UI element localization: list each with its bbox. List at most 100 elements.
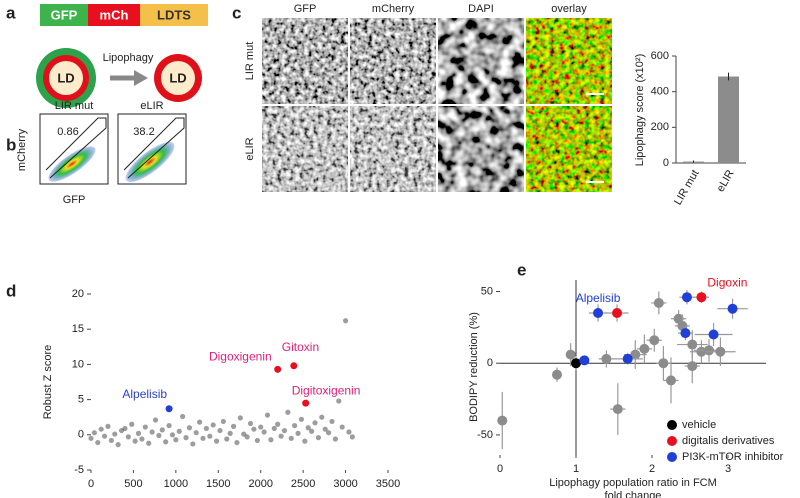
legend-label: PI3K-mTOR inhibitor [682,451,784,463]
point [142,424,148,430]
point [339,424,345,430]
y-tick-label: 400 [651,86,669,98]
point [630,349,641,360]
point [727,303,738,314]
point [622,353,633,364]
x-tick-label: LIR mut [672,168,702,207]
point [230,423,237,429]
y-tick-label: 5 [78,394,84,406]
point [290,362,298,370]
x-tick-label: eLIR [715,168,737,194]
point [708,329,719,340]
flow-ylabel: mCherry [16,128,28,171]
point [197,419,203,425]
column-header: mCherry [372,3,415,15]
x-tick-label: 0 [88,478,94,490]
point [302,438,308,444]
point [295,430,301,436]
segment-label: LDTS [157,7,191,22]
row-label: eLIR [244,137,256,160]
point [217,427,223,434]
panel-label: c [232,3,241,22]
point [305,425,311,431]
point [213,438,220,444]
point [322,426,328,432]
point [268,437,274,443]
y-tick-label: 600 [651,50,669,62]
x-tick-label: 2000 [248,478,272,490]
point [326,430,332,436]
y-tick-label: 50 [481,285,493,297]
flow-title: LIR mut [55,100,94,112]
point [180,413,186,420]
point [319,414,325,420]
legend-label: digitalis derivatives [682,435,775,447]
segment-label: mCh [100,7,129,22]
arrow-head [134,70,148,86]
point [186,425,193,431]
construct-segment [40,4,88,26]
density [48,146,96,182]
point [146,440,152,446]
point [653,297,664,308]
point [281,427,288,434]
point [258,424,264,430]
point [288,435,294,441]
point [593,307,604,318]
x-tick-label: 2500 [291,478,315,490]
x-tick-label: 3000 [333,478,357,490]
x-tick-label: 3500 [376,478,400,490]
ld-core [161,61,195,95]
segment-label: GFP [51,7,78,22]
point-label: Digoxigenin [209,349,272,363]
point [612,307,623,318]
point [261,429,267,435]
point [152,417,159,423]
point [715,346,726,357]
point [237,415,243,421]
x-tick-label: 500 [124,478,142,490]
y-tick-label: -50 [477,429,493,441]
point [129,421,135,427]
y-tick-label: 0 [78,429,84,441]
point [704,345,714,356]
point [552,369,562,380]
panel-label: b [6,135,16,154]
point-label: Digoxin [707,275,747,289]
point [115,442,121,448]
point [220,418,226,425]
point [176,428,182,434]
point [315,435,322,441]
y-tick-label: 10 [72,358,84,370]
point [190,441,196,447]
point [101,433,108,439]
micrograph [262,106,348,192]
x-tick-label: 1 [573,463,579,475]
micrograph [526,18,612,104]
x-tick-label: 3 [725,463,731,475]
micrograph [438,18,524,104]
construct-segment [88,4,140,26]
point [687,339,698,350]
x-axis-label: fold change [605,490,662,498]
point [149,429,155,435]
point [207,433,213,439]
column-header: overlay [551,3,587,15]
panel-label: e [517,260,526,279]
point [169,432,176,438]
point [565,349,576,360]
point [203,425,210,432]
legend-swatch [667,420,677,430]
panel-label: a [6,3,16,22]
point [275,421,281,427]
point [227,430,233,436]
bar [718,76,739,163]
point [329,418,335,425]
point [135,430,142,436]
column-header: DAPI [468,3,494,15]
point-label: Gitoxin [282,340,319,354]
flow-xlabel: GFP [63,194,86,206]
point [125,434,131,440]
